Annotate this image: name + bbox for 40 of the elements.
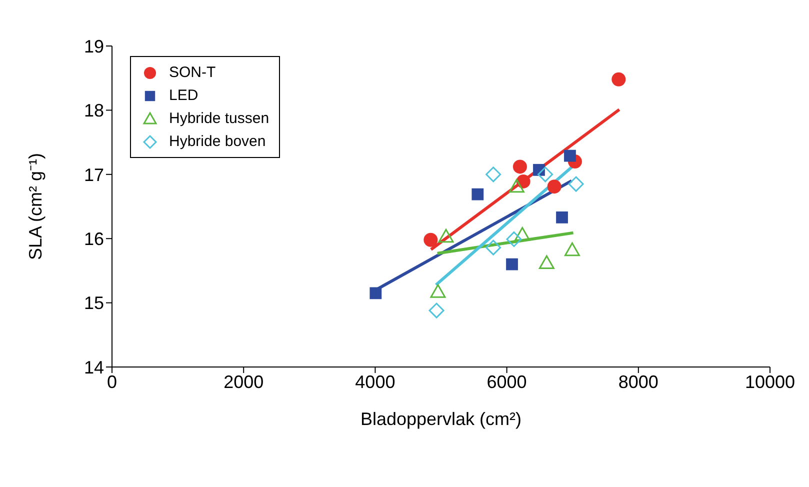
point [428, 302, 444, 318]
point [370, 287, 382, 300]
x-tick-label: 4000 [355, 372, 396, 392]
y-tick-label: 17 [84, 164, 104, 185]
legend-label: Hybride boven [169, 133, 266, 150]
point [486, 240, 502, 256]
legend-label: SON-T [169, 64, 216, 81]
legend-label: Hybride tussen [169, 110, 270, 127]
x-tick-label: 2000 [224, 372, 264, 392]
legend-label: LED [169, 87, 198, 104]
point [568, 176, 584, 192]
point [564, 242, 580, 256]
point [486, 166, 502, 182]
y-tick-label: 18 [84, 100, 104, 121]
point [424, 232, 438, 247]
x-axis-title: Bladoppervlak (cm²) [360, 409, 522, 429]
point [506, 231, 522, 247]
point [612, 72, 626, 86]
x-tick-label: 10000 [744, 372, 796, 392]
point [538, 166, 554, 182]
x-tick-label: 6000 [486, 372, 527, 392]
point [538, 255, 554, 269]
x-tick-label: 0 [106, 372, 118, 392]
y-tick-label: 16 [84, 228, 104, 249]
point [556, 211, 568, 224]
point [508, 178, 524, 193]
point [506, 258, 518, 270]
x-tick-label: 8000 [618, 372, 658, 392]
y-tick-label: 19 [84, 36, 104, 56]
point [514, 227, 530, 241]
point [430, 284, 446, 298]
point [516, 174, 530, 188]
point [564, 150, 576, 162]
point [547, 180, 562, 194]
point [438, 228, 454, 243]
y-tick-label: 14 [84, 357, 104, 378]
y-tick-label: 15 [84, 293, 104, 314]
point [472, 188, 484, 200]
y-axis-title: SLA (cm² g⁻¹) [25, 152, 46, 260]
point [512, 160, 527, 174]
